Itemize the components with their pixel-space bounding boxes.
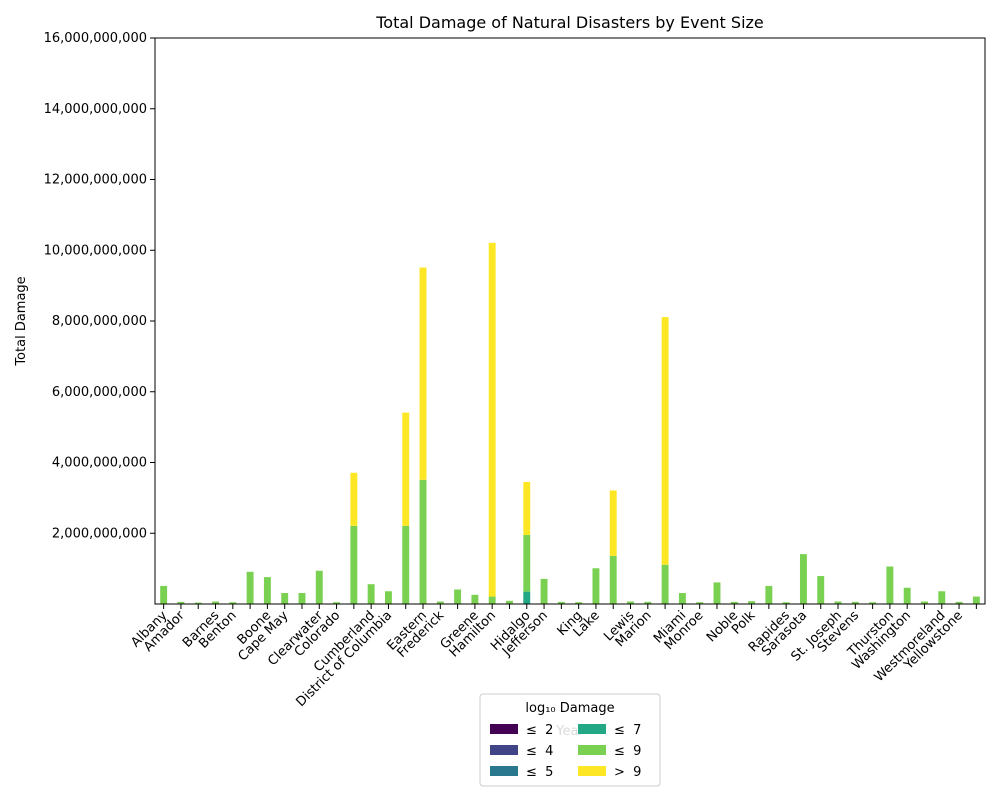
bar-segment xyxy=(973,597,980,604)
bar-segment xyxy=(696,602,703,603)
bar-segment xyxy=(921,602,928,604)
bar-segment xyxy=(817,576,824,604)
plot-frame xyxy=(155,38,985,604)
bar-segment xyxy=(229,602,236,603)
legend-swatch xyxy=(490,745,518,755)
bar-segment xyxy=(402,526,409,604)
bar-segment xyxy=(160,586,167,604)
bar-segment xyxy=(835,602,842,604)
bar-segment xyxy=(454,589,461,603)
bar-segment xyxy=(662,565,669,604)
y-tick-label: 6,000,000,000 xyxy=(52,385,147,400)
y-tick-label: 10,000,000,000 xyxy=(44,243,147,258)
bar-segment xyxy=(350,473,357,526)
bar-segment xyxy=(886,566,893,603)
y-tick-label: 2,000,000,000 xyxy=(52,526,147,541)
bar-segment xyxy=(368,584,375,603)
y-tick-label: 8,000,000,000 xyxy=(52,314,147,329)
bar-segment xyxy=(264,577,271,604)
bar-segment xyxy=(437,602,444,604)
y-axis-label: Total Damage xyxy=(14,276,29,366)
bar-segment xyxy=(177,602,184,604)
bar-segment xyxy=(800,554,807,604)
bar-segment xyxy=(904,588,911,604)
legend-label: ≤ 9 xyxy=(614,744,641,759)
chart-title: Total Damage of Natural Disasters by Eve… xyxy=(375,13,764,32)
legend-swatch xyxy=(578,766,606,776)
bar-segment xyxy=(333,602,340,603)
bar-segment xyxy=(662,317,669,565)
bar-segment xyxy=(541,579,548,604)
bar-segment xyxy=(869,602,876,603)
legend-label: ≤ 5 xyxy=(526,765,553,780)
legend-swatch xyxy=(490,766,518,776)
bar-segment xyxy=(195,603,202,604)
legend-title: log₁₀ Damage xyxy=(525,701,614,716)
bar-segment xyxy=(402,413,409,526)
legend-label: ≤ 2 xyxy=(526,723,553,738)
bar-segment xyxy=(247,572,254,604)
bar-segment xyxy=(956,602,963,604)
bar-segment xyxy=(765,586,772,604)
legend-swatch xyxy=(490,724,518,734)
legend-label: ≤ 7 xyxy=(614,723,641,738)
y-tick-label: 16,000,000,000 xyxy=(44,31,147,46)
bar-segment xyxy=(489,243,496,597)
bar-segment xyxy=(558,602,565,604)
bar-segment xyxy=(523,482,530,535)
bar-segment xyxy=(212,602,219,604)
bar-segment xyxy=(350,526,357,604)
bar-segment xyxy=(385,591,392,603)
bar-segment xyxy=(714,582,721,603)
bar-segment xyxy=(575,602,582,603)
bar-segment xyxy=(420,480,427,604)
bar-segment xyxy=(627,602,634,604)
bar-segment xyxy=(748,601,755,603)
bar-segment xyxy=(523,592,530,604)
legend-label: > 9 xyxy=(614,765,641,780)
legend-label: ≤ 4 xyxy=(526,744,553,759)
bar-segment xyxy=(610,556,617,604)
y-tick-label: 12,000,000,000 xyxy=(44,173,147,188)
y-tick-label: 14,000,000,000 xyxy=(44,102,147,117)
bar-segment xyxy=(316,571,323,604)
legend-swatch xyxy=(578,745,606,755)
bar-segment xyxy=(523,535,530,592)
y-tick-label: 4,000,000,000 xyxy=(52,456,147,471)
bar-segment xyxy=(938,591,945,603)
bar-segment xyxy=(852,602,859,604)
bar-segment xyxy=(679,593,686,604)
bar-segment xyxy=(471,595,478,604)
bar-segment xyxy=(783,602,790,603)
bar-segment xyxy=(506,601,513,604)
bar-segment xyxy=(731,602,738,604)
bar-segment xyxy=(299,593,306,604)
bar-segment xyxy=(281,593,288,604)
bar-segment xyxy=(420,268,427,480)
bar-segment xyxy=(644,602,651,604)
bar-segment xyxy=(592,568,599,603)
legend-swatch xyxy=(578,724,606,734)
bar-segment xyxy=(489,597,496,604)
bar-segment xyxy=(610,490,617,555)
